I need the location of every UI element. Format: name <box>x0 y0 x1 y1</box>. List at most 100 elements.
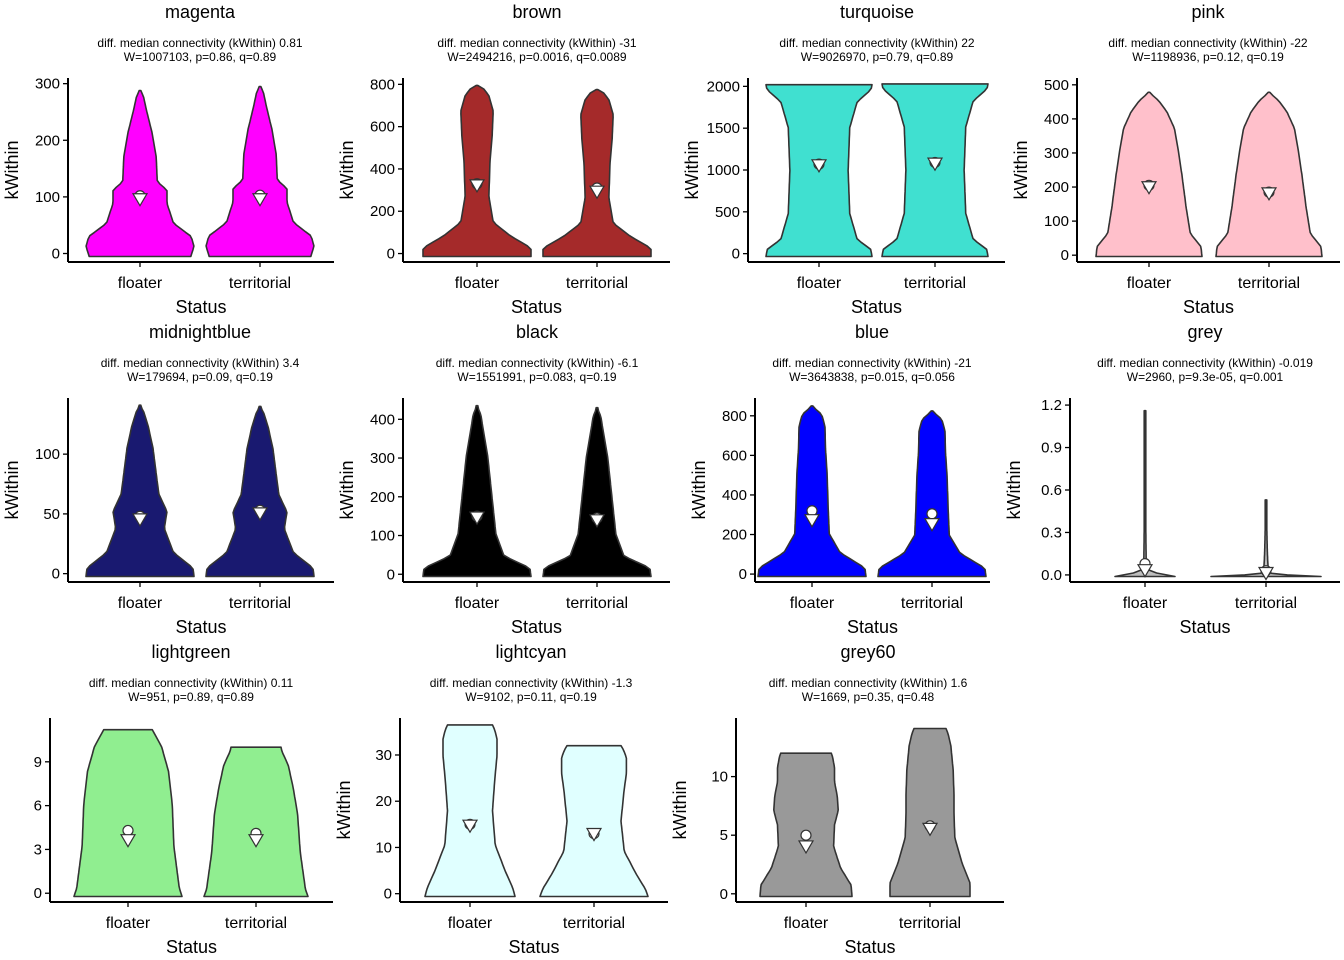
y-tick-label: 0.3 <box>1041 524 1062 541</box>
panel-subtitle-test: W=1551991, p=0.083, q=0.19 <box>457 370 616 384</box>
y-tick-label: 400 <box>722 487 747 504</box>
x-tick-label-territorial: territorial <box>229 595 291 612</box>
y-tick-label: 200 <box>370 203 395 220</box>
y-tick-label: 400 <box>370 161 395 178</box>
y-tick-label: 3 <box>34 841 42 858</box>
y-axis-label: kWithin <box>1004 460 1024 519</box>
violin-floater <box>425 725 515 897</box>
y-tick-label: 0 <box>1061 247 1069 264</box>
y-tick-label: 500 <box>715 204 740 221</box>
y-tick-label: 30 <box>375 747 392 764</box>
violin-floater <box>86 91 194 257</box>
panel-title: lightcyan <box>495 642 566 662</box>
violin-panel-magenta: magenta diff. median connectivity (kWithi… <box>2 2 334 317</box>
x-axis-label: Status <box>1179 617 1230 637</box>
y-tick-label: 100 <box>370 528 395 545</box>
y-tick-label: 20 <box>375 793 392 810</box>
violin-territorial <box>878 411 986 577</box>
x-tick-label-floater: floater <box>118 595 163 612</box>
panel-title: black <box>516 322 559 342</box>
violin-floater <box>423 406 531 577</box>
y-tick-label: 50 <box>43 506 60 523</box>
x-tick-label-floater: floater <box>1127 275 1172 292</box>
x-tick-label-floater: floater <box>784 915 829 932</box>
y-tick-label: 100 <box>1044 213 1069 230</box>
x-axis-label: Status <box>511 617 562 637</box>
y-axis-label: kWithin <box>334 780 354 839</box>
y-axis-label: kWithin <box>0 780 4 839</box>
violin-territorial <box>206 406 314 576</box>
x-axis-label: Status <box>847 617 898 637</box>
y-tick-label: 2000 <box>707 78 740 95</box>
y-tick-label: 1000 <box>707 162 740 179</box>
mean-marker-floater <box>123 825 133 835</box>
panel-title: lightgreen <box>151 642 230 662</box>
x-tick-label-territorial: territorial <box>899 915 961 932</box>
y-tick-label: 0 <box>384 886 392 903</box>
y-tick-label: 1500 <box>707 120 740 137</box>
x-tick-label-floater: floater <box>455 595 500 612</box>
panel-subtitle-test: W=951, p=0.89, q=0.89 <box>128 690 254 704</box>
panel-subtitle-test: W=1669, p=0.35, q=0.48 <box>802 690 935 704</box>
y-tick-label: 400 <box>1044 111 1069 128</box>
violin-panel-blue: blue diff. median connectivity (kWithin) … <box>689 322 990 637</box>
violin-panel-grey: greydiff. median connectivity (kWithin) … <box>1004 322 1340 637</box>
y-tick-label: 300 <box>1044 145 1069 162</box>
y-tick-label: 100 <box>35 189 60 206</box>
y-tick-label: 200 <box>1044 179 1069 196</box>
panel-title: grey <box>1187 322 1222 342</box>
panel-subtitle-stat: diff. median connectivity (kWithin) 1.6 <box>769 676 968 690</box>
violin-panel-grey60: grey60 diff. median connectivity (kWithin… <box>670 642 1004 957</box>
x-tick-label-floater: floater <box>118 275 163 292</box>
violin-territorial <box>1211 500 1321 577</box>
y-tick-label: 0 <box>720 886 728 903</box>
violin-territorial <box>204 747 308 896</box>
panel-subtitle-test: W=2960, p=9.3e-05, q=0.001 <box>1127 370 1284 384</box>
x-tick-label-territorial: territorial <box>566 595 628 612</box>
y-axis-label: kWithin <box>337 460 357 519</box>
y-axis-label: kWithin <box>1011 140 1031 199</box>
panel-title: blue <box>855 322 889 342</box>
x-tick-label-territorial: territorial <box>229 275 291 292</box>
x-axis-label: Status <box>175 617 226 637</box>
y-tick-label: 200 <box>722 527 747 544</box>
violin-panel-midnightblue: midnightbluediff. median connectivity (k… <box>2 322 334 637</box>
x-tick-label-territorial: territorial <box>1238 275 1300 292</box>
x-axis-label: Status <box>844 937 895 957</box>
violin-territorial <box>1216 92 1322 256</box>
x-tick-label-floater: floater <box>790 595 835 612</box>
violin-panel-brown: brown diff. median connectivity (kWithin)… <box>337 2 670 317</box>
violin-floater <box>1096 92 1202 256</box>
panel-subtitle-stat: diff. median connectivity (kWithin) -6.1 <box>436 356 639 370</box>
x-tick-label-territorial: territorial <box>566 275 628 292</box>
y-tick-label: 0 <box>387 246 395 263</box>
x-tick-label-floater: floater <box>1123 595 1168 612</box>
x-tick-label-territorial: territorial <box>904 275 966 292</box>
panel-subtitle-stat: diff. median connectivity (kWithin) 0.81 <box>97 36 303 50</box>
y-tick-label: 600 <box>370 119 395 136</box>
panel-title: midnightblue <box>149 322 251 342</box>
y-tick-label: 600 <box>722 447 747 464</box>
x-tick-label-floater: floater <box>448 915 493 932</box>
mean-marker-floater <box>801 830 811 840</box>
y-tick-label: 400 <box>370 411 395 428</box>
violin-panel-lightcyan: lightcyan diff. median connectivity (kWit… <box>334 642 668 957</box>
y-tick-label: 10 <box>711 769 728 786</box>
y-tick-label: 9 <box>34 754 42 771</box>
violin-territorial <box>543 408 651 577</box>
panel-subtitle-test: W=2494216, p=0.0016, q=0.0089 <box>447 50 626 64</box>
y-tick-label: 200 <box>370 489 395 506</box>
panel-title: pink <box>1191 2 1225 22</box>
y-tick-label: 300 <box>35 76 60 93</box>
panel-subtitle-stat: diff. median connectivity (kWithin) -1.3 <box>430 676 633 690</box>
violin-territorial <box>543 90 651 257</box>
x-tick-label-territorial: territorial <box>901 595 963 612</box>
y-tick-label: 1.2 <box>1041 397 1062 414</box>
y-axis-label: kWithin <box>682 140 702 199</box>
x-tick-label-territorial: territorial <box>1235 595 1297 612</box>
x-tick-label-floater: floater <box>106 915 151 932</box>
y-tick-label: 0.0 <box>1041 567 1062 584</box>
panel-subtitle-stat: diff. median connectivity (kWithin) -31 <box>437 36 637 50</box>
violin-floater <box>760 753 852 896</box>
panel-subtitle-test: W=3643838, p=0.015, q=0.056 <box>789 370 955 384</box>
